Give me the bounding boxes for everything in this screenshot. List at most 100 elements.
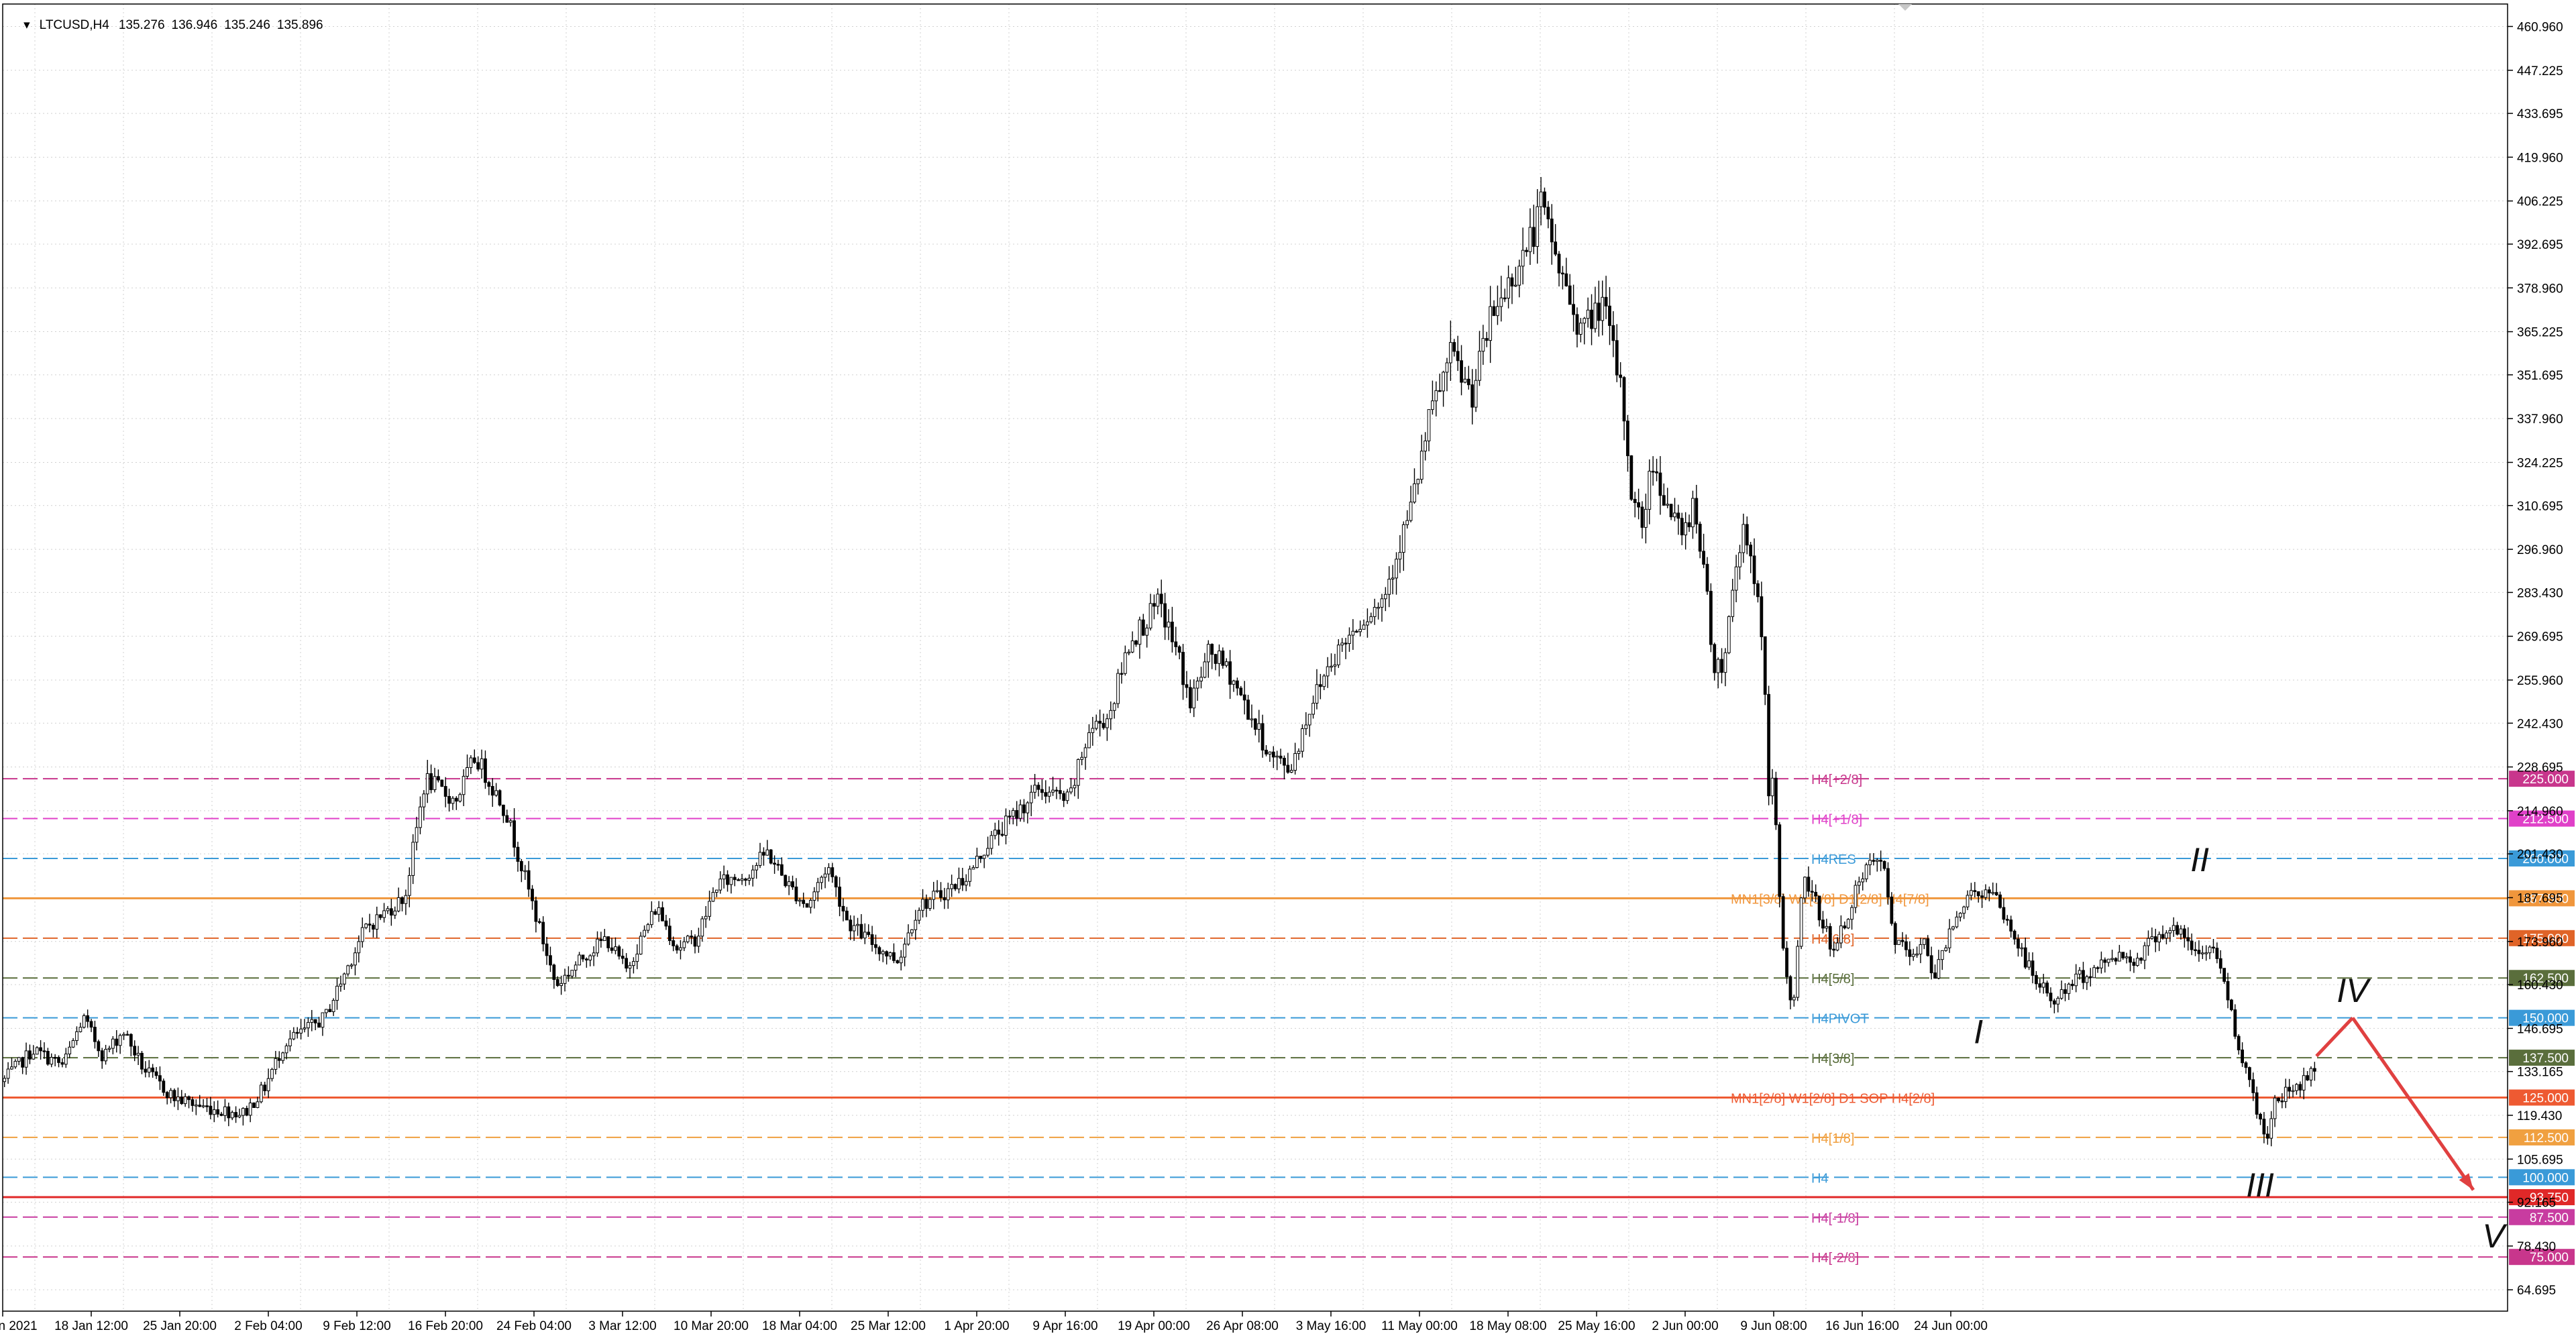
candle-body	[841, 905, 845, 911]
candle-body	[1958, 913, 1962, 917]
candle-body	[1391, 577, 1395, 580]
candle-body	[1206, 644, 1210, 663]
candle-body	[1825, 926, 1829, 929]
y-tick-label: 324.225	[2517, 456, 2563, 470]
candle-body	[1601, 296, 1605, 321]
candle-body	[1886, 868, 1890, 897]
shift-marker-icon	[1898, 4, 1912, 11]
y-tick-label: 119.430	[2517, 1109, 2562, 1123]
projection-line-up	[2315, 1016, 2354, 1058]
candle-body	[154, 1071, 158, 1076]
candle-body	[2309, 1068, 2313, 1080]
candle-body	[93, 1027, 97, 1042]
candle-body	[1218, 651, 1221, 664]
candle-body	[693, 936, 697, 947]
candle-body	[964, 881, 968, 886]
candle-body	[2117, 952, 2121, 962]
candle-body	[1955, 916, 1959, 928]
candle-body	[1673, 512, 1676, 518]
candle-body	[664, 920, 668, 927]
candle-body	[1626, 421, 1629, 457]
level-label: MN1[2/8] W1[2/8] D1 SOP H4[2/8]	[1731, 1092, 1935, 1107]
candle-body	[104, 1049, 107, 1062]
candle-body	[3, 1078, 7, 1082]
candle-body	[1843, 926, 1847, 929]
candle-body	[1507, 277, 1510, 298]
candle-body	[588, 955, 592, 961]
candle-body	[519, 860, 523, 872]
candle-body	[140, 1052, 144, 1070]
candle-body	[1470, 384, 1474, 408]
candle-body	[328, 1009, 332, 1013]
candle-body	[1322, 675, 1326, 687]
candle-body	[490, 786, 494, 796]
candle-body	[2215, 948, 2219, 959]
candle-body	[704, 915, 708, 919]
candle-body	[747, 877, 751, 881]
candle-body	[1727, 616, 1731, 653]
candle-body	[1260, 723, 1265, 751]
candle-body	[194, 1105, 198, 1107]
candle-body	[1326, 666, 1330, 677]
price-tag	[2509, 970, 2575, 987]
candle-body	[1366, 621, 1369, 626]
candle-body	[1460, 360, 1463, 383]
candle-body	[198, 1105, 202, 1107]
candle-body	[2237, 1036, 2241, 1051]
candle-body	[924, 899, 928, 909]
candle-body	[1387, 579, 1391, 595]
candle-body	[2035, 974, 2038, 985]
candle-body	[1301, 728, 1304, 752]
candle-body	[1102, 722, 1106, 728]
candle-body	[1709, 591, 1713, 645]
candle-body	[2241, 1050, 2244, 1064]
candle-body	[451, 797, 455, 804]
candle-body	[2179, 928, 2183, 935]
candle-body	[791, 881, 794, 887]
candle-body	[425, 773, 429, 795]
candle-body	[993, 830, 997, 836]
candle-body	[1658, 472, 1662, 496]
price-tag-label: 200.000	[2522, 852, 2569, 866]
candle-body	[2186, 937, 2190, 942]
ohlc-readout: 135.276 136.946 135.246 135.896	[119, 18, 330, 32]
candle-body	[1615, 340, 1619, 376]
candle-body	[2247, 1067, 2251, 1080]
candle-body	[2063, 989, 2067, 994]
y-tick-label: 228.695	[2517, 761, 2563, 775]
candle-body	[1076, 759, 1080, 786]
x-tick-label: 2 Feb 04:00	[234, 1319, 302, 1333]
candle-body	[1134, 640, 1138, 645]
candle-body	[708, 901, 711, 917]
x-tick-label: 19 Apr 00:00	[1118, 1319, 1190, 1333]
candle-body	[1893, 923, 1897, 945]
candle-body	[953, 884, 957, 889]
candle-body	[1922, 938, 1926, 945]
candle-body	[1915, 953, 1919, 956]
price-tag	[2509, 1129, 2575, 1145]
candle-body	[784, 875, 788, 887]
candle-body	[1145, 627, 1149, 636]
candle-body	[1872, 860, 1876, 862]
level-label: H4RES	[1811, 852, 1856, 867]
candle-body	[1633, 498, 1637, 503]
candle-body	[324, 1009, 328, 1013]
candle-body	[1561, 272, 1564, 275]
y-tick-label: 92.165	[2517, 1196, 2556, 1211]
candle-body	[310, 1019, 314, 1023]
candle-body	[957, 878, 961, 889]
candle-body	[711, 892, 715, 902]
candle-body	[1763, 636, 1767, 695]
candle-body	[1333, 664, 1337, 667]
candle-body	[1253, 718, 1257, 730]
candle-body	[1188, 687, 1192, 709]
candle-body	[2277, 1097, 2280, 1101]
candle-body	[375, 914, 379, 930]
candle-body	[1973, 890, 1977, 893]
candle-body	[2027, 960, 2031, 968]
candle-body	[979, 856, 983, 859]
candle-body	[849, 919, 853, 932]
candle-body	[346, 965, 350, 974]
